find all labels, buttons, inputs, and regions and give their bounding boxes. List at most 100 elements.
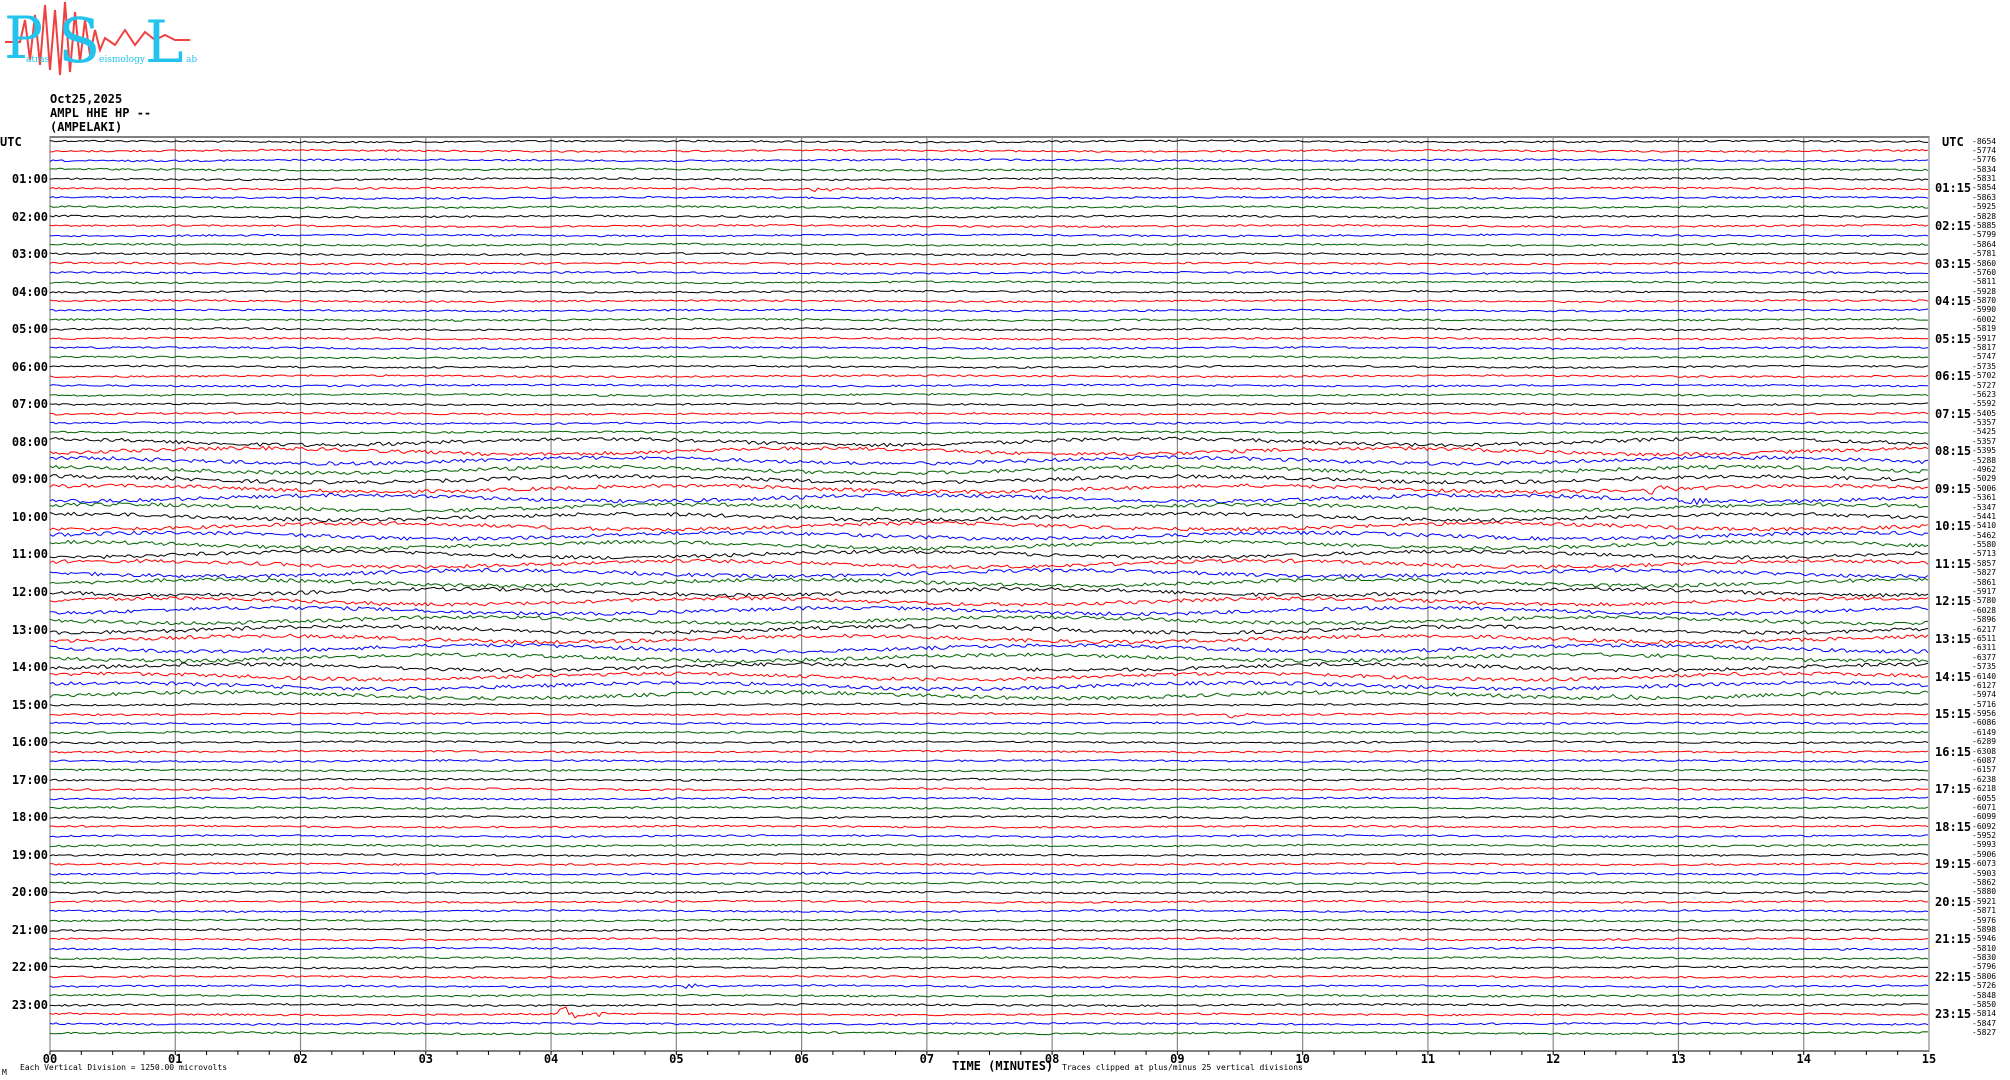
trace-line xyxy=(49,586,1929,598)
trace-offset-value: -5830 xyxy=(1972,953,1997,963)
hour-label-left: 23:00 xyxy=(11,998,48,1012)
hour-label-left: 14:00 xyxy=(11,660,48,675)
trace-line xyxy=(49,740,1929,745)
trace-offset-value: -5906 xyxy=(1972,849,1997,859)
trace-line xyxy=(49,824,1929,829)
trace-line xyxy=(49,455,1929,466)
trace-offset-value: -6157 xyxy=(1972,765,1997,775)
trace-offset-value: -6308 xyxy=(1972,746,1997,756)
trace-offset-value: -5727 xyxy=(1972,380,1997,390)
hour-label-left: 11:00 xyxy=(11,547,48,562)
hour-label-right: 20:15 xyxy=(1935,894,1972,909)
trace-line xyxy=(49,280,1929,285)
trace-line xyxy=(49,186,1929,193)
trace-offset-value: -5288 xyxy=(1972,455,1997,465)
trace-line xyxy=(49,749,1929,754)
trace-offset-value: -6218 xyxy=(1972,784,1997,794)
trace-line xyxy=(49,880,1929,885)
trace-offset-value: -5810 xyxy=(1972,943,1997,953)
trace-offset-value: -5880 xyxy=(1972,887,1997,897)
hour-label-right: 15:15 xyxy=(1935,707,1972,722)
trace-offset-value: -5776 xyxy=(1972,155,1997,165)
trace-offset-value: -5848 xyxy=(1972,990,1997,1000)
trace-line xyxy=(49,671,1929,682)
trace-offset-value: -5357 xyxy=(1972,418,1997,428)
trace-line xyxy=(49,1031,1929,1036)
trace-line xyxy=(49,633,1929,645)
logo-letter-p: P xyxy=(4,4,43,72)
trace-line xyxy=(49,464,1929,476)
trace-line xyxy=(49,167,1929,172)
trace-offset-value: -5405 xyxy=(1972,408,1997,418)
trace-offset-value: -5831 xyxy=(1972,174,1997,184)
hour-label-left: 19:00 xyxy=(11,847,48,862)
x-axis-label: TIME (MINUTES) xyxy=(952,1059,1054,1073)
trace-line xyxy=(49,549,1929,560)
trace-line xyxy=(49,445,1929,457)
trace-line xyxy=(49,815,1929,820)
logo-text-eismology: eismology xyxy=(99,55,146,65)
trace-offset-value: -5928 xyxy=(1972,286,1997,296)
minute-tick-label: 11 xyxy=(1420,1052,1436,1066)
logo-letter-l: L xyxy=(145,8,184,76)
trace-line xyxy=(49,1002,1929,1008)
trace-line xyxy=(49,539,1929,551)
hour-label-left: 21:00 xyxy=(11,922,48,937)
trace-offset-value: -5716 xyxy=(1972,699,1997,709)
trace-line xyxy=(49,712,1929,719)
trace-offset-value: -5347 xyxy=(1972,502,1997,512)
trace-line xyxy=(49,862,1929,867)
trace-line xyxy=(49,787,1929,792)
logo-text-ab: ab xyxy=(186,55,197,65)
trace-offset-value: -6002 xyxy=(1972,314,1997,324)
trace-offset-value: -5903 xyxy=(1972,868,1997,878)
trace-offset-value: -5819 xyxy=(1972,324,1997,334)
trace-line xyxy=(49,299,1929,304)
trace-offset-value: -5976 xyxy=(1972,915,1997,925)
trace-offset-value: -5974 xyxy=(1972,690,1997,700)
channel-label: AMPL HHE HP -- xyxy=(50,106,152,120)
trace-offset-value: -5441 xyxy=(1972,511,1997,521)
trace-line xyxy=(49,327,1929,332)
trace-offset-value: -5898 xyxy=(1972,924,1997,934)
trace-offset-value: -5006 xyxy=(1972,483,1997,493)
trace-line xyxy=(49,721,1929,726)
minute-tick-label: 12 xyxy=(1545,1052,1561,1066)
trace-offset-value: -6127 xyxy=(1972,680,1997,690)
minute-tick-label: 13 xyxy=(1671,1052,1686,1066)
trace-offset-value: -5735 xyxy=(1972,361,1997,371)
hour-label-left: 15:00 xyxy=(11,697,48,712)
trace-line xyxy=(49,483,1929,495)
trace-line xyxy=(49,502,1929,513)
hour-label-left: 20:00 xyxy=(11,885,48,900)
trace-offset-value: -5921 xyxy=(1972,896,1997,906)
trace-offset-value: -6140 xyxy=(1972,671,1997,681)
trace-offset-value: -4962 xyxy=(1972,465,1997,474)
minute-tick-label: 09 xyxy=(1170,1052,1185,1066)
trace-line xyxy=(49,252,1929,257)
hour-label-right: 06:15 xyxy=(1935,369,1972,384)
trace-offset-value: -5990 xyxy=(1972,305,1997,315)
trace-offset-value: -5862 xyxy=(1972,877,1997,887)
trace-line xyxy=(49,1021,1929,1026)
trace-line xyxy=(49,430,1929,435)
corner-mark: M xyxy=(2,1068,7,1077)
trace-offset-value: -5870 xyxy=(1972,296,1997,306)
trace-offset-value: -5726 xyxy=(1972,981,1997,991)
trace-line xyxy=(49,624,1929,635)
left-utc-title: UTC xyxy=(0,135,22,149)
hour-label-left: 18:00 xyxy=(11,810,48,825)
hour-label-right: 11:15 xyxy=(1935,556,1972,571)
trace-offset-value: -5713 xyxy=(1972,549,1997,559)
trace-offset-value: -5847 xyxy=(1972,1018,1997,1028)
trace-line xyxy=(49,148,1929,153)
trace-line xyxy=(49,177,1929,182)
hour-label-left: 08:00 xyxy=(11,434,48,449)
trace-line xyxy=(49,261,1929,266)
hour-label-right: 07:15 xyxy=(1935,406,1972,421)
hour-label-left: 13:00 xyxy=(11,622,48,637)
minute-tick-label: 02 xyxy=(293,1052,308,1066)
trace-offset-value: -6055 xyxy=(1972,793,1997,803)
trace-offset-value: -6377 xyxy=(1972,652,1997,662)
